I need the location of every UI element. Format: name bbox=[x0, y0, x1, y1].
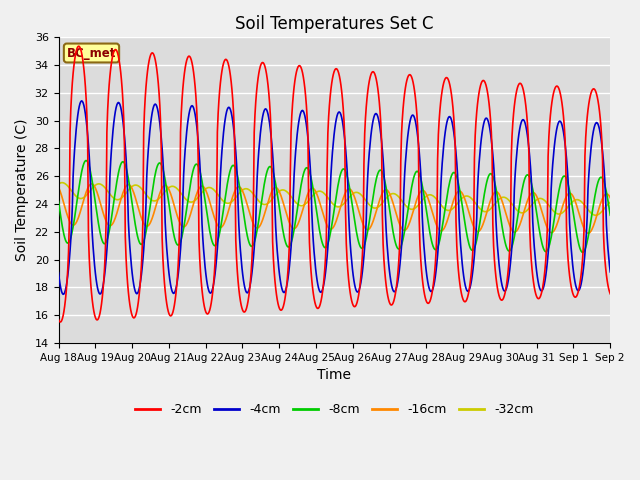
Y-axis label: Soil Temperature (C): Soil Temperature (C) bbox=[15, 119, 29, 262]
X-axis label: Time: Time bbox=[317, 368, 351, 382]
Text: BC_met: BC_met bbox=[67, 47, 116, 60]
Legend: -2cm, -4cm, -8cm, -16cm, -32cm: -2cm, -4cm, -8cm, -16cm, -32cm bbox=[130, 398, 539, 421]
Title: Soil Temperatures Set C: Soil Temperatures Set C bbox=[235, 15, 434, 33]
